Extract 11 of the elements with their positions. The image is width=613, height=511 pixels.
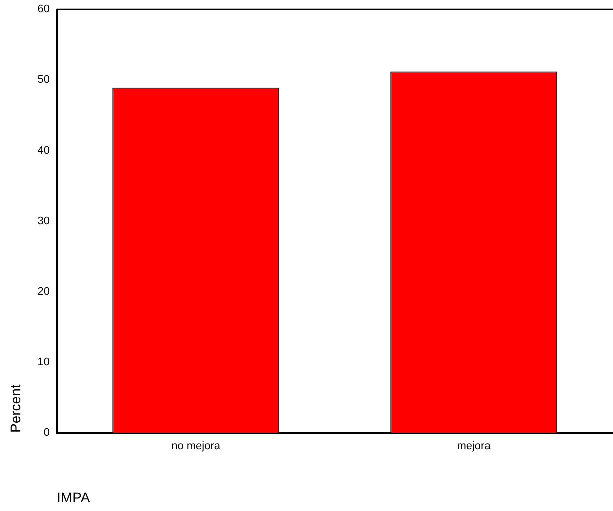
y-tick-label: 20 (38, 286, 50, 298)
y-tick-label: 0 (44, 427, 50, 440)
x-tick-label: no mejora (172, 440, 222, 453)
y-tick-label: 30 (38, 215, 50, 228)
y-tick-label: 60 (38, 4, 50, 16)
x-axis-title: IMPA (57, 489, 91, 506)
y-axis-title: Percent (7, 384, 24, 433)
y-tick-label: 10 (38, 356, 50, 368)
y-tick-label: 50 (38, 74, 50, 86)
x-tick-label: mejora (457, 440, 492, 453)
y-tick-label: 40 (38, 144, 50, 157)
